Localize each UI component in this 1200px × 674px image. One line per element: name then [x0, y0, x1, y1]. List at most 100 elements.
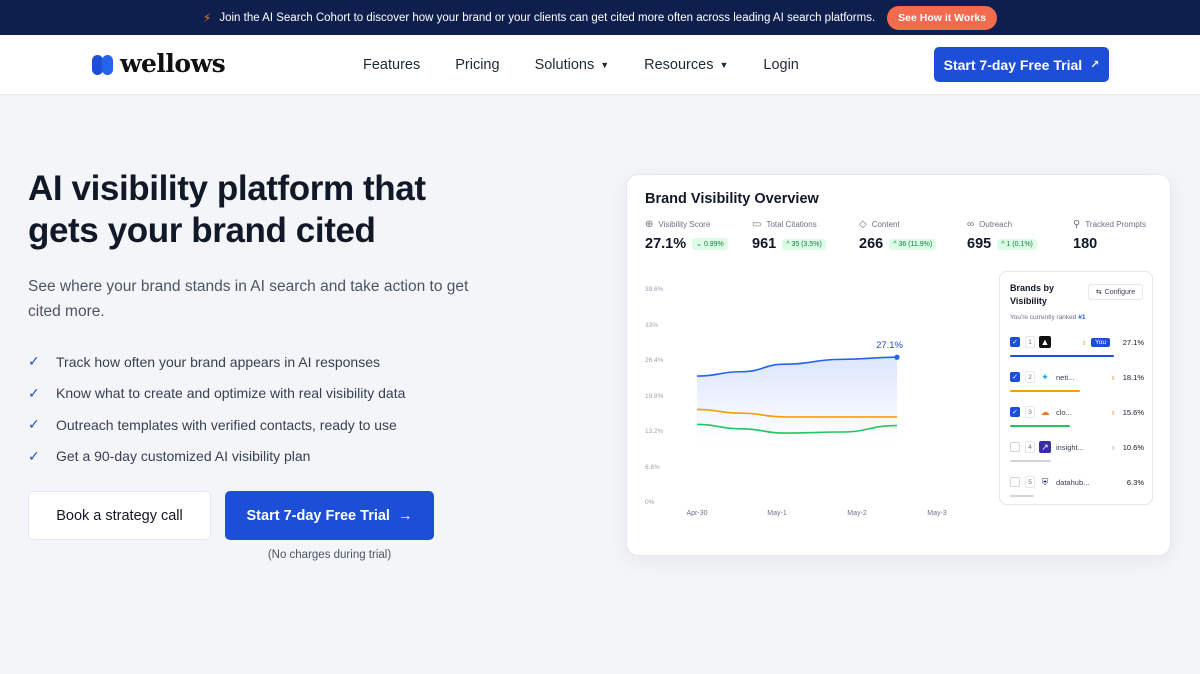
book-strategy-call-button[interactable]: Book a strategy call	[28, 491, 211, 540]
stat-delta-text: 35 (3.5%)	[791, 240, 822, 248]
brand-row[interactable]: 5 ⛨ datahub... 6.3%	[1010, 470, 1144, 494]
nav-start-trial-label: Start 7-day Free Trial	[943, 56, 1083, 73]
chevron-down-icon: ▼	[719, 60, 729, 70]
brand-checkbox[interactable]	[1010, 442, 1020, 452]
brand-visibility-pct: 27.1%	[1122, 337, 1144, 347]
feature-item: ✓ Know what to create and optimize with r…	[28, 378, 405, 410]
stat-visibility-score: ⊕ Visibility Score 27.1% ⌄ 0.99%	[645, 219, 728, 252]
sparkle-icon: ✦	[1039, 371, 1051, 383]
brand-checkbox[interactable]: ✓	[1010, 372, 1020, 382]
nav-links: Features Pricing Solutions ▼ Resources ▼ L…	[363, 57, 799, 73]
feature-item: ✓ Get a 90-day customized AI visibility p…	[28, 441, 405, 473]
pin-icon[interactable]: ♁	[1081, 337, 1088, 347]
hero-title-line-1: AI visibility platform that	[28, 169, 426, 208]
brand-name: datahub...	[1056, 477, 1090, 487]
brand-checkbox[interactable]: ✓	[1010, 337, 1020, 347]
series-end-point	[894, 354, 900, 360]
check-icon: ✓	[28, 384, 40, 401]
brand-row[interactable]: ✓ 3 ☁ clo... ♁ 15.6%	[1010, 400, 1144, 424]
stat-total-citations: ▭ Total Citations 961 ^ 35 (3.5%)	[752, 219, 826, 252]
caret-up-icon: ^	[893, 240, 899, 248]
brand-visibility-bar	[1010, 425, 1070, 427]
stat-value: 266	[859, 236, 884, 252]
brands-by-visibility-panel: Brands by Visibility ⇆ Configure You're c…	[999, 271, 1153, 505]
nav-link-pricing[interactable]: Pricing	[455, 57, 500, 73]
nav-link-solutions[interactable]: Solutions ▼	[535, 57, 610, 73]
feature-list: ✓ Track how often your brand appears in A…	[28, 346, 405, 472]
x-tick-label: Apr-30	[686, 510, 708, 517]
top-navigation: wellows Features Pricing Solutions ▼ Reso…	[0, 35, 1200, 95]
stat-value: 180	[1073, 236, 1098, 252]
you-badge: You	[1091, 337, 1110, 347]
hero-subtitle: See where your brand stands in AI search…	[28, 278, 469, 320]
brand-rank: 4	[1025, 441, 1035, 453]
y-tick-label: 19.8%	[645, 392, 664, 400]
nav-link-resources-label: Resources	[644, 57, 714, 73]
see-how-it-works-button[interactable]: See How it Works	[887, 5, 998, 30]
brand-row[interactable]: ✓ 1 ▲ ♁ You 27.1%	[1010, 330, 1144, 354]
stat-outreach: ∞ Outreach 695 ^ 1 (0.1%)	[967, 219, 1037, 252]
wellows-logo[interactable]: wellows	[92, 49, 226, 78]
trial-note: (No charges during trial)	[267, 549, 392, 561]
brand-visibility-bar	[1010, 495, 1034, 497]
nav-start-trial-button[interactable]: Start 7-day Free Trial ↗	[934, 47, 1109, 82]
comment-icon: ▭	[752, 219, 762, 230]
triangle-logo-icon: ▲	[1039, 336, 1051, 348]
brand-name: neti...	[1056, 372, 1075, 382]
y-tick-label: 6.6%	[645, 463, 660, 471]
stat-label: Tracked Prompts	[1085, 220, 1146, 229]
stat-label: Content	[871, 220, 900, 229]
arrow-up-right-icon: ↗	[1090, 59, 1100, 71]
chart-x-axis: Apr-30 May-1 May-2 May-3	[627, 510, 997, 522]
hero-start-trial-button[interactable]: Start 7-day Free Trial →	[225, 491, 434, 540]
stat-label: Outreach	[979, 220, 1013, 229]
brand-row[interactable]: ✓ 2 ✦ neti... ♁ 18.1%	[1010, 365, 1144, 389]
brand-row[interactable]: 4 ↗ insight... ♁ 10.6%	[1010, 435, 1144, 459]
nav-link-login[interactable]: Login	[763, 57, 799, 73]
arrow-right-icon: →	[397, 507, 413, 524]
nav-link-resources[interactable]: Resources ▼	[644, 57, 728, 73]
brand-checkbox[interactable]	[1010, 477, 1020, 487]
brand-rank: 3	[1025, 406, 1035, 418]
series-area	[697, 357, 897, 443]
panel-title: Brands by Visibility	[1010, 283, 1055, 306]
hero-title-line-2: gets your brand cited	[28, 211, 376, 250]
brand-visibility-pct: 15.6%	[1122, 407, 1144, 417]
series-line	[696, 423, 898, 434]
brand-checkbox[interactable]: ✓	[1010, 407, 1020, 417]
arrow-logo-icon: ↗	[1039, 441, 1051, 453]
stat-label: Total Citations	[766, 220, 817, 229]
stat-delta-text: 1 (0.1%)	[1006, 240, 1033, 248]
logo-text: wellows	[120, 49, 226, 78]
stat-delta-text: 0.99%	[703, 241, 724, 248]
stat-delta: ^ 36 (11.9%)	[889, 238, 937, 250]
stat-delta: ^ 1 (0.1%)	[997, 238, 1037, 250]
pin-icon[interactable]: ♁	[1110, 442, 1116, 452]
x-tick-label: May-1	[767, 510, 787, 517]
feature-item: ✓ Track how often your brand appears in A…	[28, 346, 405, 378]
caret-up-icon: ^	[1001, 240, 1007, 248]
feature-text: Know what to create and optimize with re…	[56, 385, 406, 402]
check-icon: ✓	[28, 447, 40, 464]
x-tick-label: May-3	[927, 510, 947, 517]
check-icon: ✓	[28, 416, 40, 433]
chevron-down-icon: ▼	[600, 60, 610, 70]
series-line	[696, 408, 897, 418]
stat-content: ◇ Content 266 ^ 36 (11.9%)	[859, 219, 937, 252]
configure-label: Configure	[1104, 288, 1136, 296]
link-icon: ∞	[967, 219, 975, 230]
brand-visibility-bar	[1010, 355, 1114, 357]
y-tick-label: 0%	[645, 499, 655, 506]
nav-link-features[interactable]: Features	[363, 57, 421, 73]
pin-icon[interactable]: ♁	[1110, 407, 1116, 417]
cloud-icon: ☁	[1039, 406, 1051, 418]
series-end-label: 27.1%	[876, 340, 903, 351]
banner-text: Join the AI Search Cohort to discover ho…	[219, 11, 876, 24]
rank-value: #1	[1078, 314, 1086, 321]
x-tick-label: May-2	[847, 510, 867, 517]
configure-button[interactable]: ⇆ Configure	[1088, 284, 1143, 300]
announcement-banner: ⚡ Join the AI Search Cohort to discover …	[0, 0, 1200, 35]
pin-icon[interactable]: ♁	[1110, 372, 1116, 382]
globe-icon: ⊕	[645, 219, 654, 230]
stat-delta: ^ 35 (3.5%)	[782, 238, 826, 250]
